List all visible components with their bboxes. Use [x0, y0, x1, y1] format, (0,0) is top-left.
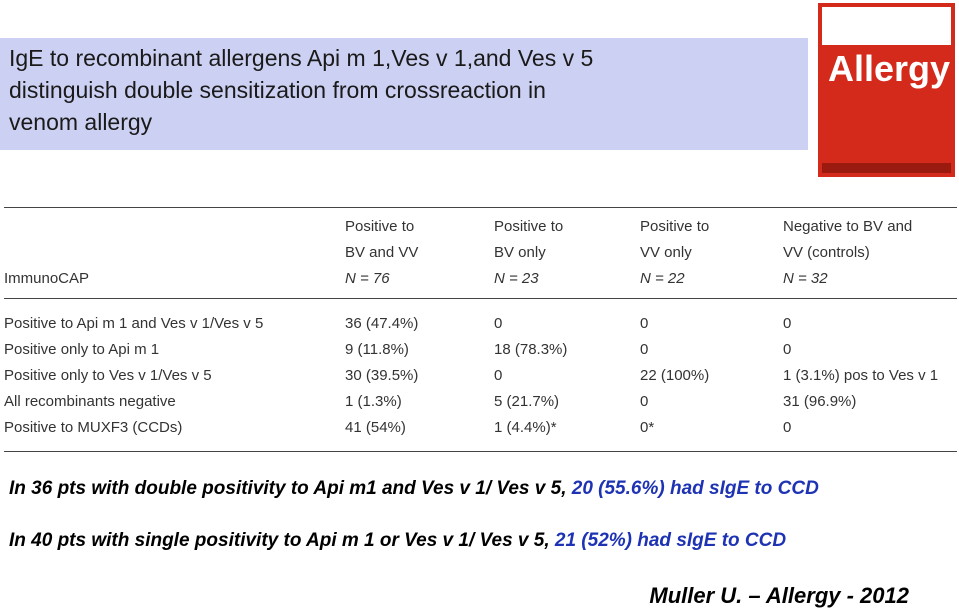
note-text: In 36 pts with double positivity to Api …	[9, 478, 572, 499]
note-text: In 40 pts with single positivity to Api …	[9, 530, 555, 551]
cell: 1 (4.4%)*	[494, 419, 557, 436]
cell: 30 (39.5%)	[345, 367, 419, 384]
row-label: Positive only to Api m 1	[4, 341, 160, 358]
cell: 0	[783, 341, 792, 358]
cell: 0	[640, 393, 649, 410]
cover-footer	[822, 163, 951, 173]
cell: 0	[494, 367, 503, 384]
row-label: Positive to Api m 1 and Ves v 1/Ves v 5	[4, 315, 264, 332]
title-line: distinguish double sensitization from cr…	[9, 77, 546, 103]
cell: 36 (47.4%)	[345, 315, 419, 332]
table-rule	[4, 451, 957, 452]
column-n: N = 23	[494, 270, 539, 287]
cell: 0	[640, 315, 649, 332]
column-header: Positive to	[345, 218, 415, 235]
title-box	[0, 38, 808, 150]
cell: 1 (1.3%)	[345, 393, 402, 410]
cell: 0	[783, 315, 792, 332]
note-highlight: 20 (55.6%) had sIgE to CCD	[571, 478, 819, 499]
cell: 0	[494, 315, 503, 332]
cover-header	[822, 7, 951, 45]
cell: 5 (21.7%)	[494, 393, 560, 410]
column-header: Positive to	[640, 218, 710, 235]
cell: 41 (54%)	[345, 419, 406, 436]
row-label: Positive only to Ves v 1/Ves v 5	[4, 367, 212, 384]
cell: 0	[783, 419, 792, 436]
cell: 1 (3.1%) pos to Ves v 1	[783, 367, 939, 384]
note: In 40 pts with single positivity to Api …	[9, 530, 786, 552]
column-header: Positive to	[494, 218, 564, 235]
cell: 31 (96.9%)	[783, 393, 857, 410]
column-header: VV (controls)	[783, 244, 870, 261]
cell: 9 (11.8%)	[345, 341, 409, 358]
citation: Muller U. – Allergy - 2012	[649, 583, 909, 608]
row-label: All recombinants negative	[4, 393, 176, 410]
table-rule	[4, 207, 957, 208]
table-rule	[4, 298, 957, 299]
cover-title: Allergy	[828, 48, 951, 89]
column-n: N = 22	[640, 270, 685, 287]
title-line: venom allergy	[9, 109, 153, 135]
table-stub: ImmunoCAP	[4, 270, 90, 287]
row-label: Positive to MUXF3 (CCDs)	[4, 419, 183, 436]
column-header: Negative to BV and	[783, 218, 913, 235]
column-n: N = 32	[783, 270, 828, 287]
column-n: N = 76	[345, 270, 390, 287]
journal-cover: Allergy	[818, 3, 955, 177]
cell: 18 (78.3%)	[494, 341, 568, 358]
column-header: BV and VV	[345, 244, 419, 261]
cell: 0*	[640, 419, 655, 436]
cell: 0	[640, 341, 649, 358]
column-header: VV only	[640, 244, 692, 261]
cell: 22 (100%)	[640, 367, 710, 384]
column-header: BV only	[494, 244, 546, 261]
note-highlight: 21 (52%) had sIgE to CCD	[554, 530, 787, 551]
note: In 36 pts with double positivity to Api …	[9, 478, 819, 500]
title-line: IgE to recombinant allergens Api m 1,Ves…	[9, 45, 594, 71]
